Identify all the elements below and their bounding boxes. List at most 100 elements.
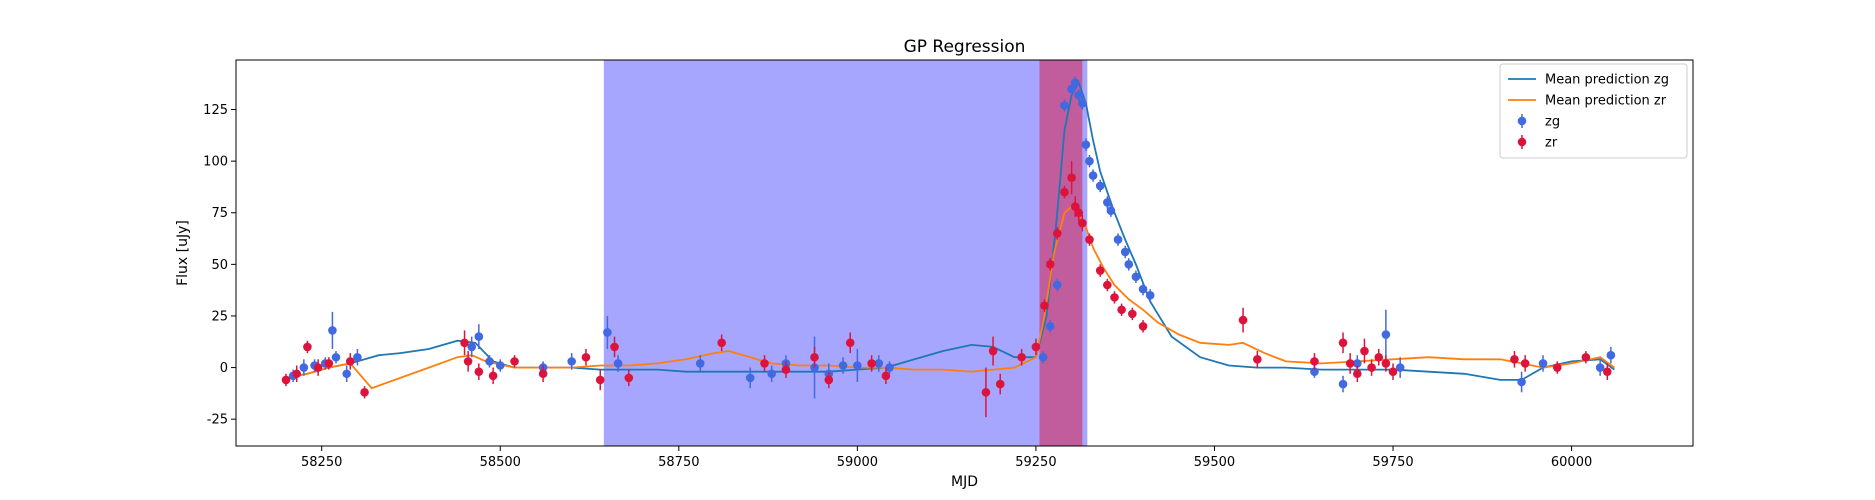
zr-point (292, 365, 302, 383)
zr-marker (1367, 363, 1376, 372)
x-tick-label: 59750 (1372, 455, 1413, 470)
zr-marker (488, 371, 498, 381)
zr-point (1374, 348, 1384, 366)
zr-point (460, 330, 469, 356)
zg-marker (695, 359, 705, 368)
zr-marker (1095, 266, 1105, 275)
zg-marker (1138, 284, 1148, 294)
zg-point (567, 353, 576, 370)
zr-point (610, 336, 619, 358)
zg-point (1060, 99, 1069, 112)
zr-point (1078, 214, 1087, 232)
zr-point (1110, 291, 1119, 304)
zg-point (1395, 357, 1405, 378)
zr-point (760, 355, 769, 372)
zg-point (353, 348, 362, 366)
zg-marker (1145, 291, 1155, 300)
zg-point (1381, 309, 1391, 360)
zg-marker (603, 328, 612, 337)
zr-marker (867, 359, 876, 368)
zg-point (695, 355, 705, 372)
y-tick-label: 125 (203, 103, 228, 118)
zr-point (1017, 348, 1026, 366)
legend-box (1499, 63, 1688, 159)
zg-point (1595, 359, 1605, 376)
zr-point (717, 334, 726, 352)
zg-marker (745, 373, 755, 383)
zr-point (1388, 363, 1398, 380)
zg-marker (1338, 379, 1348, 389)
zr-marker (581, 352, 591, 362)
zr-point (1360, 338, 1369, 364)
zr-point (1238, 307, 1248, 333)
zg-marker (353, 352, 362, 362)
zg-marker (467, 342, 476, 352)
observation-points (281, 76, 1616, 418)
shaded-span-2 (1039, 60, 1083, 446)
zr-marker (1031, 342, 1041, 352)
zr-marker (595, 375, 605, 385)
zr-point (810, 346, 819, 368)
zg-marker (331, 352, 341, 362)
zg-point (1038, 351, 1048, 364)
zr-marker (1238, 315, 1248, 325)
zg-point (1053, 278, 1062, 292)
zr-point (1310, 353, 1319, 370)
mean-prediction-zr-line (285, 205, 1615, 390)
zr-marker (1388, 367, 1398, 376)
zg-point (1538, 355, 1548, 372)
zr-marker (1581, 352, 1591, 362)
zg-marker (885, 363, 894, 372)
zg-point (1103, 196, 1112, 209)
x-tick-label: 59000 (837, 455, 878, 470)
x-tick-label: 60000 (1551, 455, 1592, 470)
zr-point (1117, 303, 1126, 316)
zr-point (345, 353, 355, 370)
zr-point (581, 348, 591, 366)
zr-point (1345, 353, 1355, 374)
zr-point (360, 386, 369, 399)
zr-point (1602, 363, 1612, 380)
zr-marker (1053, 229, 1062, 238)
zg-marker (1381, 330, 1391, 339)
zr-marker (624, 373, 634, 383)
zr-point (1381, 355, 1391, 372)
zg-marker (1060, 101, 1069, 110)
zr-point (1510, 351, 1519, 368)
zg-marker (1095, 181, 1105, 191)
zr-point (1067, 161, 1076, 195)
zg-marker (1045, 321, 1055, 331)
zg-point (603, 315, 612, 349)
zg-point (745, 367, 755, 389)
zg-point (1120, 245, 1130, 259)
zg-point (1088, 169, 1098, 182)
zr-point (1045, 258, 1055, 271)
zg-point (1085, 154, 1094, 168)
zr-point (1074, 204, 1084, 222)
zr-marker (538, 369, 548, 379)
x-tick-label: 58250 (301, 455, 342, 470)
zg-marker (1606, 350, 1616, 360)
zg-marker (1595, 363, 1605, 372)
zg-point (485, 355, 494, 368)
zg-point (1078, 97, 1087, 110)
zg-point (299, 359, 309, 376)
zr-marker (1310, 357, 1319, 366)
zr-marker (1138, 321, 1148, 331)
zr-point (981, 367, 991, 418)
zr-point (1095, 264, 1105, 277)
zr-marker (988, 346, 998, 356)
zg-point (838, 357, 848, 374)
zg-point (613, 355, 623, 372)
zg-point (1106, 204, 1116, 217)
zr-point (1581, 351, 1591, 364)
zr-point (1060, 185, 1069, 199)
zr-marker (1128, 309, 1137, 319)
zg-point (874, 355, 884, 372)
zr-point (1053, 227, 1062, 240)
zr-point (867, 355, 876, 372)
zg-point (474, 324, 484, 349)
zr-marker (717, 338, 726, 348)
zr-marker (303, 342, 312, 352)
zr-marker (313, 363, 323, 372)
